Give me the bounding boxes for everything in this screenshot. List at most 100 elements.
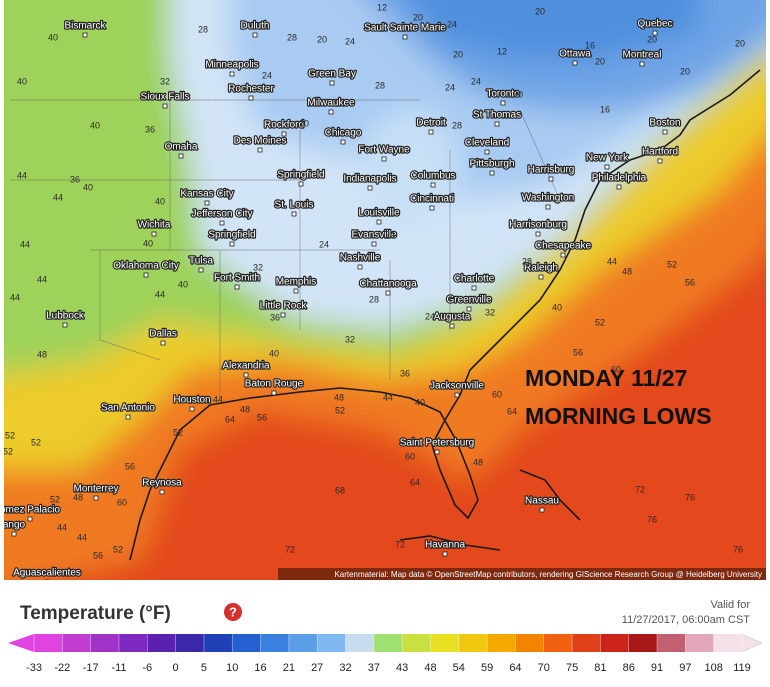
city-marker (662, 129, 668, 135)
temperature-label: 44 (37, 274, 47, 284)
city-marker (198, 267, 204, 273)
city-marker (151, 231, 157, 237)
city-label: Green Bay (308, 69, 356, 80)
temperature-label: 64 (507, 406, 517, 416)
temperature-label: 56 (93, 550, 103, 560)
temperature-label: 48 (622, 266, 632, 276)
city-label: Nassau (525, 496, 559, 507)
valid-time: 11/27/2017, 06:00am CST (622, 614, 750, 626)
temperature-label: 44 (155, 289, 165, 299)
temperature-label: 20 (595, 56, 605, 66)
temperature-label: 20 (735, 38, 745, 48)
temperature-label: 72 (395, 539, 405, 549)
temperature-label: 44 (383, 392, 393, 402)
temperature-label: 40 (155, 196, 165, 206)
city-marker (160, 340, 166, 346)
scale-tick-label: 97 (679, 662, 691, 674)
city-marker (291, 211, 297, 217)
city-label: Milwaukee (307, 98, 355, 109)
scale-tick-label: 54 (453, 662, 465, 674)
scale-segment (232, 634, 262, 652)
city-marker (178, 153, 184, 159)
scale-tick-label: -6 (142, 662, 152, 674)
city-marker (162, 103, 168, 109)
temperature-label: 20 (299, 118, 309, 128)
city-marker (159, 489, 165, 495)
city-marker (189, 406, 195, 412)
temperature-label: 12 (377, 2, 387, 12)
temperature-label: 36 (70, 174, 80, 184)
temperature-label: 48 (334, 392, 344, 402)
temperature-label: 24 (262, 70, 272, 80)
temperature-label: 56 (125, 461, 135, 471)
temperature-label: 48 (73, 492, 83, 502)
temperature-label: 20 (413, 12, 423, 22)
city-label: Springfield (208, 230, 255, 241)
city-marker (500, 100, 506, 106)
city-marker (428, 129, 434, 135)
temperature-label: 60 (117, 497, 127, 507)
scale-segment (543, 634, 573, 652)
temperature-label: 52 (5, 430, 15, 440)
temperature-label: 24 (425, 311, 435, 321)
city-label: Sioux Falls (141, 92, 190, 103)
city-marker (434, 449, 440, 455)
city-marker (329, 80, 335, 86)
temperature-label: 64 (410, 477, 420, 487)
temperature-label: 48 (37, 349, 47, 359)
coastline (129, 69, 761, 561)
attribution: Kartenmaterial: Map data © OpenStreetMap… (334, 570, 762, 579)
city-marker (484, 149, 490, 155)
temperature-label: 28 (198, 24, 208, 34)
help-icon[interactable]: ? (224, 603, 242, 621)
city-label: Washington (522, 193, 574, 204)
scale-segment (458, 634, 488, 652)
city-label: Minneapolis (205, 60, 258, 71)
temperature-label: 36 (400, 368, 410, 378)
temperature-label: 52 (113, 544, 123, 554)
temperature-label: 28 (369, 294, 379, 304)
city-label: Sault Sainte Marie (364, 23, 446, 34)
city-marker (298, 181, 304, 187)
city-label: Fort Wayne (358, 145, 410, 156)
city-label: Hartford (642, 147, 678, 158)
temperature-label: 72 (635, 484, 645, 494)
scale-tick-label: 32 (339, 662, 351, 674)
city-label: Harrisburg (528, 165, 575, 176)
color-scale: -33 -22 -17 -11 -6 0 5 10 16 21 27 32 37 43 48 54 59 64 70… (8, 633, 763, 674)
city-label: Indianapolis (343, 174, 396, 185)
scale-segment (628, 634, 658, 652)
scale-segment (34, 634, 63, 652)
temperature-label: 24 (447, 19, 457, 29)
city-label: Augusta (434, 312, 471, 323)
city-label: Jefferson City (192, 209, 253, 220)
city-marker (381, 156, 387, 162)
scale-segment (62, 634, 92, 652)
city-marker (616, 184, 622, 190)
temperature-label: 40 (83, 182, 93, 192)
scale-segment (600, 634, 630, 652)
scale-segment (430, 634, 460, 652)
scale-tick-label: -33 (26, 662, 42, 674)
scale-segment (572, 634, 601, 652)
temperature-label: 48 (473, 457, 483, 467)
city-label: Nashville (340, 253, 381, 264)
temperature-label: 44 (10, 292, 20, 302)
city-label: Alexandria (222, 361, 270, 372)
temperature-field (4, 0, 766, 580)
scale-segment (685, 634, 715, 652)
temperature-label: 24 (385, 229, 395, 239)
city-marker (657, 158, 663, 164)
city-label: Montreal (623, 50, 662, 61)
temperature-label: 60 (492, 389, 502, 399)
scale-segment (288, 634, 318, 652)
temperature-label: 32 (345, 334, 355, 344)
scale-segment (317, 634, 347, 652)
temperature-label: 16 (600, 104, 610, 114)
city-marker (371, 241, 377, 247)
city-label: Des Moines (234, 136, 287, 147)
city-marker (494, 121, 500, 127)
city-marker (652, 30, 658, 36)
city-marker (27, 516, 33, 522)
